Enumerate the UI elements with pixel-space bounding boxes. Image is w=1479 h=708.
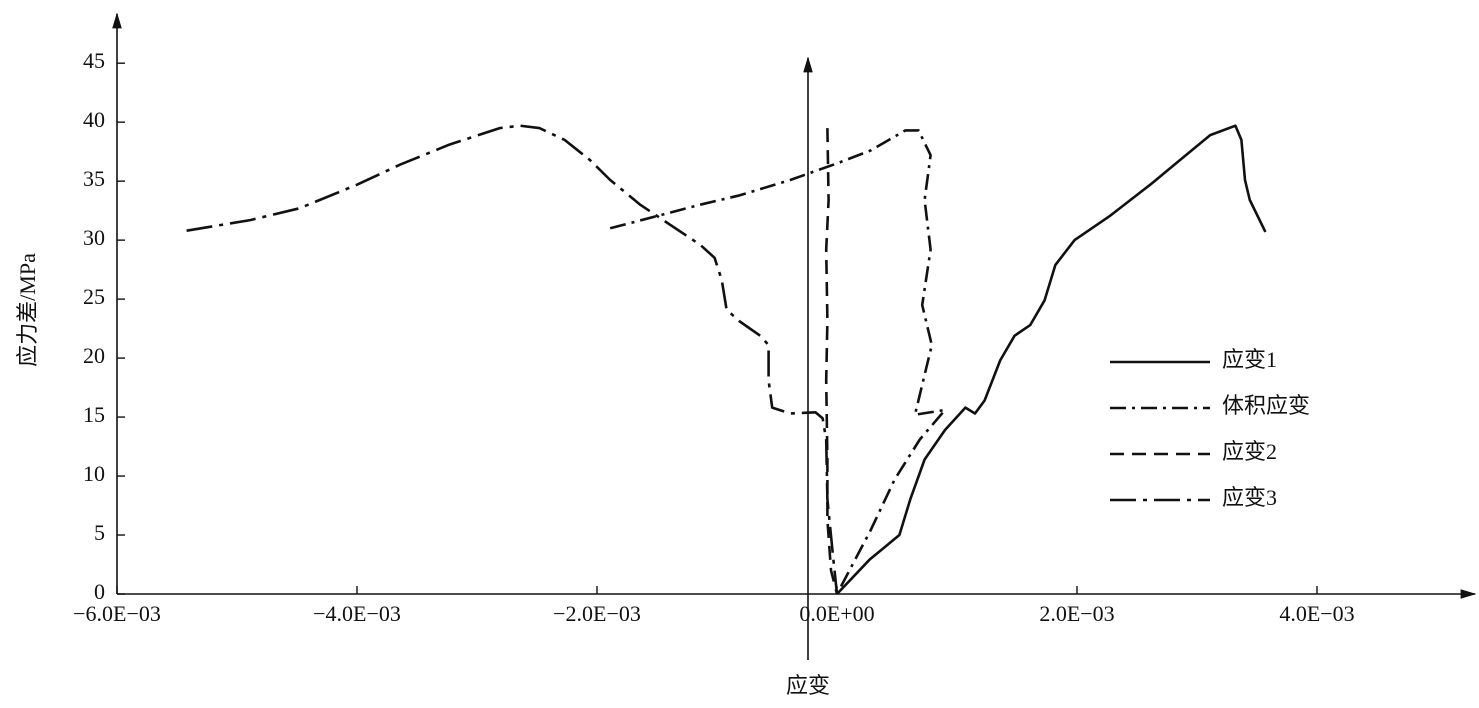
y-tick-label: 10	[83, 461, 105, 486]
x-tick-label: 0.0E+00	[799, 601, 874, 626]
y-tick-label: 30	[83, 225, 105, 250]
series-line	[186, 124, 839, 595]
series-line	[824, 128, 839, 595]
legend-label: 应变1	[1222, 347, 1277, 372]
y-tick-label: 20	[83, 343, 105, 368]
x-axis-label: 应变	[786, 673, 830, 698]
y-tick-label: 25	[83, 284, 105, 309]
x-tick-label: −2.0E−03	[553, 601, 641, 626]
y-tick-label: 35	[83, 166, 105, 191]
legend-label: 应变2	[1222, 439, 1277, 464]
y-tick-label: 40	[83, 107, 105, 132]
x-tick-label: −4.0E−03	[313, 601, 401, 626]
y-tick-label: 0	[94, 579, 105, 604]
y-tick-label: 15	[83, 402, 105, 427]
legend-label: 应变3	[1222, 485, 1277, 510]
y-axis-label: 应力差/MPa	[15, 253, 40, 367]
series-line	[836, 124, 1267, 595]
x-tick-label: 2.0E−03	[1039, 601, 1114, 626]
x-tick-label: 4.0E−03	[1279, 601, 1354, 626]
series-line	[609, 129, 947, 595]
y-tick-label: 45	[83, 48, 105, 73]
y-tick-label: 5	[94, 520, 105, 545]
x-tick-label: −6.0E−03	[73, 601, 161, 626]
legend-label: 体积应变	[1222, 393, 1310, 418]
